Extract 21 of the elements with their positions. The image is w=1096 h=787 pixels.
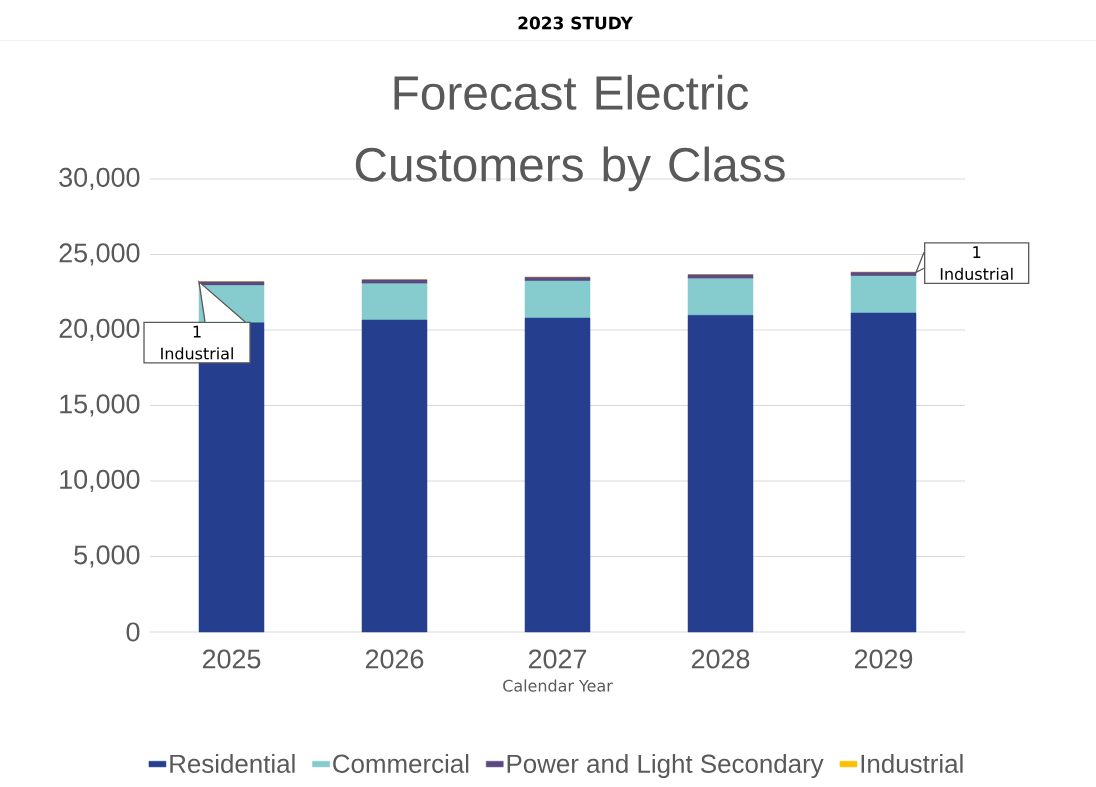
x-tick-label: 2027 [528, 649, 587, 669]
legend-label: Commercial [333, 753, 469, 773]
x-axis-title: Calendar Year [503, 679, 613, 692]
x-tick-label: 2026 [365, 649, 424, 669]
legend-label: Industrial [861, 753, 963, 773]
y-tick-label: 5,000 [74, 545, 140, 568]
y-tick-label: 25,000 [59, 243, 140, 266]
data-label: 1 Industrial [940, 246, 1013, 281]
data-label: 1 Industrial [161, 325, 233, 360]
legend-label: Residential [170, 753, 295, 773]
chart-subtitle: 2023 STUDY [518, 16, 634, 30]
chart-title: Forecast Electric Customers by Class [355, 74, 785, 192]
y-tick-label: 30,000 [59, 167, 140, 191]
y-tick-label: 20,000 [59, 318, 140, 342]
legend-label: Power and Light Secondary [507, 753, 824, 779]
x-tick-label: 2025 [202, 649, 261, 669]
y-tick-label: 10,000 [60, 469, 140, 493]
x-tick-label: 2029 [854, 649, 913, 669]
y-tick-label: 0 [126, 622, 140, 642]
x-tick-label: 2028 [691, 649, 750, 669]
y-tick-label: 15,000 [60, 394, 140, 417]
